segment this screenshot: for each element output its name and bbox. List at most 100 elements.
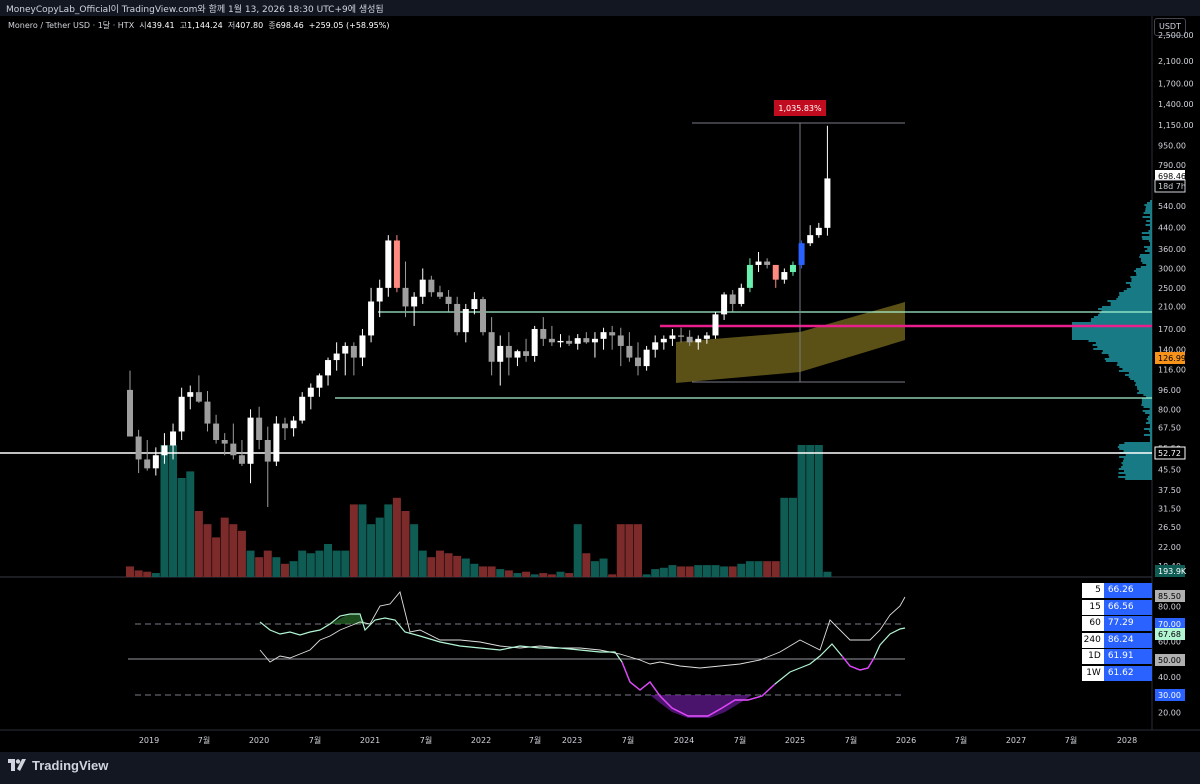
candle-body bbox=[540, 329, 546, 339]
volume-bar bbox=[315, 551, 323, 577]
candle-body bbox=[411, 297, 417, 307]
candle-body bbox=[273, 424, 279, 462]
time-tick-label: 2023 bbox=[562, 736, 582, 745]
price-tick-label: 440.00 bbox=[1158, 224, 1186, 233]
rsi-timeframe-row: 1W 61.62 bbox=[1082, 666, 1152, 681]
volume-bar bbox=[178, 478, 186, 577]
volume-profile-row bbox=[1150, 228, 1152, 230]
volume-profile-row bbox=[1136, 382, 1152, 384]
price-tick-label: 170.00 bbox=[1158, 325, 1186, 334]
volume-profile-row bbox=[1123, 460, 1152, 462]
candle-body bbox=[204, 402, 210, 424]
time-tick-label: 7월 bbox=[734, 735, 746, 745]
time-tick-label: 2025 bbox=[785, 736, 805, 745]
volume-bar bbox=[126, 566, 134, 577]
time-tick-label: 7월 bbox=[845, 735, 857, 745]
candle-body bbox=[566, 341, 572, 344]
volume-profile-row bbox=[1145, 250, 1152, 252]
volume-bar bbox=[539, 573, 547, 577]
volume-bar bbox=[324, 544, 332, 577]
volume-bar bbox=[677, 566, 685, 577]
rsi-timeframe-row: 1D 61.91 bbox=[1082, 649, 1152, 664]
volume-profile-row bbox=[1134, 380, 1152, 382]
volume-bar bbox=[212, 537, 220, 577]
tradingview-logo[interactable]: TradingView bbox=[8, 758, 108, 773]
timeframe-rsi-value: 77.29 bbox=[1104, 616, 1152, 631]
volume-bar bbox=[565, 573, 573, 577]
volume-bar bbox=[522, 572, 530, 577]
volume-bar bbox=[419, 551, 427, 577]
volume-bar bbox=[823, 572, 831, 577]
volume-profile-row bbox=[1146, 224, 1152, 226]
candle-body bbox=[583, 338, 589, 342]
volume-profile-row bbox=[1072, 334, 1152, 336]
volume-profile-row bbox=[1108, 354, 1152, 356]
volume-profile-row bbox=[1144, 428, 1152, 430]
volume-profile-row bbox=[1150, 222, 1152, 224]
price-chart[interactable]: 1,035.83% 2,100.00 1,700.00 1,400.00 1,150.… bbox=[0, 0, 1200, 752]
volume-profile-row bbox=[1130, 276, 1152, 278]
rsi-tag-50: 50.00 bbox=[1158, 656, 1181, 665]
time-axis[interactable]: 2019 7월 2020 7월 2021 7월 2022 7월 2023 7월 2024 7월 2025… bbox=[139, 735, 1137, 745]
volume-profile-row bbox=[1143, 410, 1152, 412]
volume-profile-row bbox=[1143, 216, 1152, 218]
candle-body bbox=[773, 265, 779, 280]
volume-bar bbox=[780, 498, 788, 577]
volume-bar bbox=[488, 566, 496, 577]
volume-bar bbox=[668, 565, 676, 577]
volume-bar bbox=[470, 564, 478, 577]
volume-bar bbox=[221, 518, 229, 577]
volume-profile-row bbox=[1105, 358, 1152, 360]
candle-body bbox=[764, 262, 770, 265]
volume-bar bbox=[711, 565, 719, 577]
candle-body bbox=[446, 297, 452, 304]
price-tick-label: 22.00 bbox=[1158, 543, 1181, 552]
price-tick-label: 540.00 bbox=[1158, 202, 1186, 211]
candle-body bbox=[678, 335, 684, 336]
volume-bar bbox=[513, 573, 521, 577]
volume-bar bbox=[815, 445, 823, 577]
volume-profile-row bbox=[1130, 284, 1152, 286]
volume-profile-row bbox=[1146, 220, 1152, 222]
volume-profile-row bbox=[1123, 464, 1152, 466]
volume-bar bbox=[617, 524, 625, 577]
volume-profile-row bbox=[1072, 330, 1152, 332]
volume-bar bbox=[436, 551, 444, 577]
candle-body bbox=[394, 240, 400, 287]
volume-bar bbox=[135, 570, 143, 577]
volume-bar bbox=[763, 561, 771, 577]
candle-body bbox=[669, 335, 675, 338]
volume-profile-row bbox=[1103, 350, 1152, 352]
volume-bar bbox=[143, 572, 151, 577]
candle-body bbox=[558, 341, 564, 342]
volume-bar bbox=[298, 551, 306, 577]
footer-bar bbox=[0, 752, 1200, 784]
price-axis[interactable]: 2,100.00 1,700.00 1,400.00 1,150.00 950.00 79… bbox=[1158, 31, 1194, 571]
volume-bar bbox=[247, 551, 255, 577]
volume-profile-row bbox=[1134, 270, 1152, 272]
volume-profile-row bbox=[1142, 236, 1152, 238]
price-tick-label: 116.00 bbox=[1158, 366, 1186, 375]
volume-profile-row bbox=[1142, 402, 1152, 404]
volume-profile-row bbox=[1144, 406, 1152, 408]
price-tick-label: 250.00 bbox=[1158, 284, 1186, 293]
volume-profile-row bbox=[1142, 400, 1152, 402]
time-tick-label: 2020 bbox=[249, 736, 269, 745]
candle-body bbox=[428, 280, 434, 293]
price-tick-label: 950.00 bbox=[1158, 142, 1186, 151]
volume-profile-row bbox=[1147, 418, 1152, 420]
volume-bar bbox=[229, 524, 237, 577]
time-tick-label: 7월 bbox=[529, 735, 541, 745]
volume-profile-row bbox=[1125, 374, 1152, 376]
candle-body bbox=[592, 339, 598, 342]
price-tick-label: 210.00 bbox=[1158, 302, 1186, 311]
candle-body bbox=[549, 339, 555, 342]
volume-profile-row bbox=[1125, 478, 1152, 480]
timeframe-label: 1D bbox=[1082, 649, 1104, 664]
candle-body bbox=[824, 178, 830, 227]
candle-body bbox=[385, 240, 391, 287]
volume-profile-row bbox=[1150, 244, 1152, 246]
volume-bar bbox=[410, 524, 418, 577]
volume-bar bbox=[643, 574, 651, 577]
volume-profile-row bbox=[1096, 342, 1152, 344]
